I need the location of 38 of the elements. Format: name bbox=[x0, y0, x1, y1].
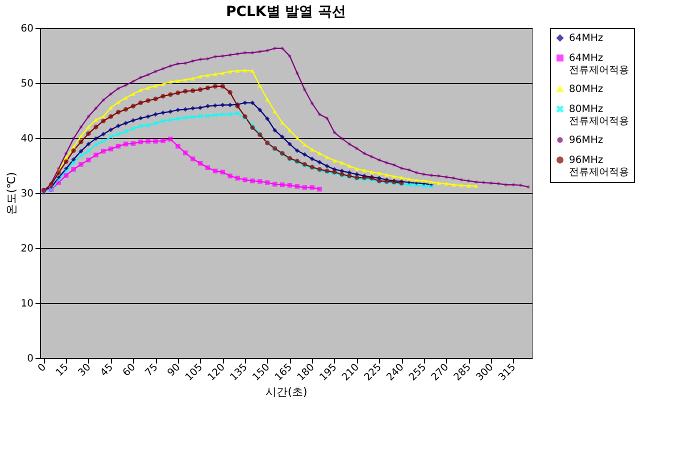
legend-label: 64MHz bbox=[569, 33, 604, 44]
x-tick-label: 60 bbox=[121, 362, 138, 379]
y-tick-label: 50 bbox=[20, 78, 34, 90]
y-tick-label: 10 bbox=[20, 298, 34, 310]
x-tick-label: 270 bbox=[430, 362, 452, 384]
x-tick-label: 300 bbox=[474, 362, 496, 384]
legend-label: 80MHz 전류제어적용 bbox=[569, 104, 629, 127]
y-axis-title: 온도(℃) bbox=[4, 172, 18, 215]
x-tick-label: 315 bbox=[496, 362, 518, 384]
y-tick-label: 60 bbox=[20, 24, 34, 34]
legend-label: 96MHz 전류제어적용 bbox=[569, 155, 629, 178]
x-tick-label: 45 bbox=[98, 362, 116, 379]
x-tick-label: 15 bbox=[54, 362, 71, 379]
y-tick-label: 0 bbox=[27, 354, 34, 364]
x-tick-label: 285 bbox=[452, 362, 474, 384]
x-tick-label: 255 bbox=[407, 362, 429, 384]
y-tick-label: 30 bbox=[20, 188, 34, 200]
x-tick-label: 135 bbox=[228, 362, 250, 384]
x-tick-label: 225 bbox=[362, 362, 384, 384]
legend-label: 96MHz bbox=[569, 135, 604, 146]
legend-label: 80MHz bbox=[569, 84, 604, 95]
x-tick-label: 210 bbox=[340, 362, 362, 384]
legend-label: 64MHz 전류제어적용 bbox=[569, 53, 629, 76]
x-tick-label: 90 bbox=[166, 362, 183, 379]
y-tick-label: 40 bbox=[20, 134, 34, 144]
chart-title: PCLK별 발열 곡선 bbox=[226, 4, 346, 20]
x-tick-label: 30 bbox=[76, 362, 94, 379]
x-tick-label: 180 bbox=[296, 362, 317, 384]
x-tick-label: 150 bbox=[250, 362, 272, 384]
x-tick-label: 165 bbox=[273, 362, 294, 384]
x-tick-label: 75 bbox=[144, 362, 160, 379]
y-tick-label: 20 bbox=[20, 244, 34, 254]
x-tick-label: 240 bbox=[385, 362, 406, 384]
x-tick-label: 105 bbox=[184, 362, 206, 384]
x-tick-label: 195 bbox=[318, 362, 340, 384]
x-tick-label: 0 bbox=[36, 362, 48, 374]
x-axis-title: 시간(초) bbox=[266, 386, 308, 399]
x-tick-label: 120 bbox=[206, 362, 228, 384]
